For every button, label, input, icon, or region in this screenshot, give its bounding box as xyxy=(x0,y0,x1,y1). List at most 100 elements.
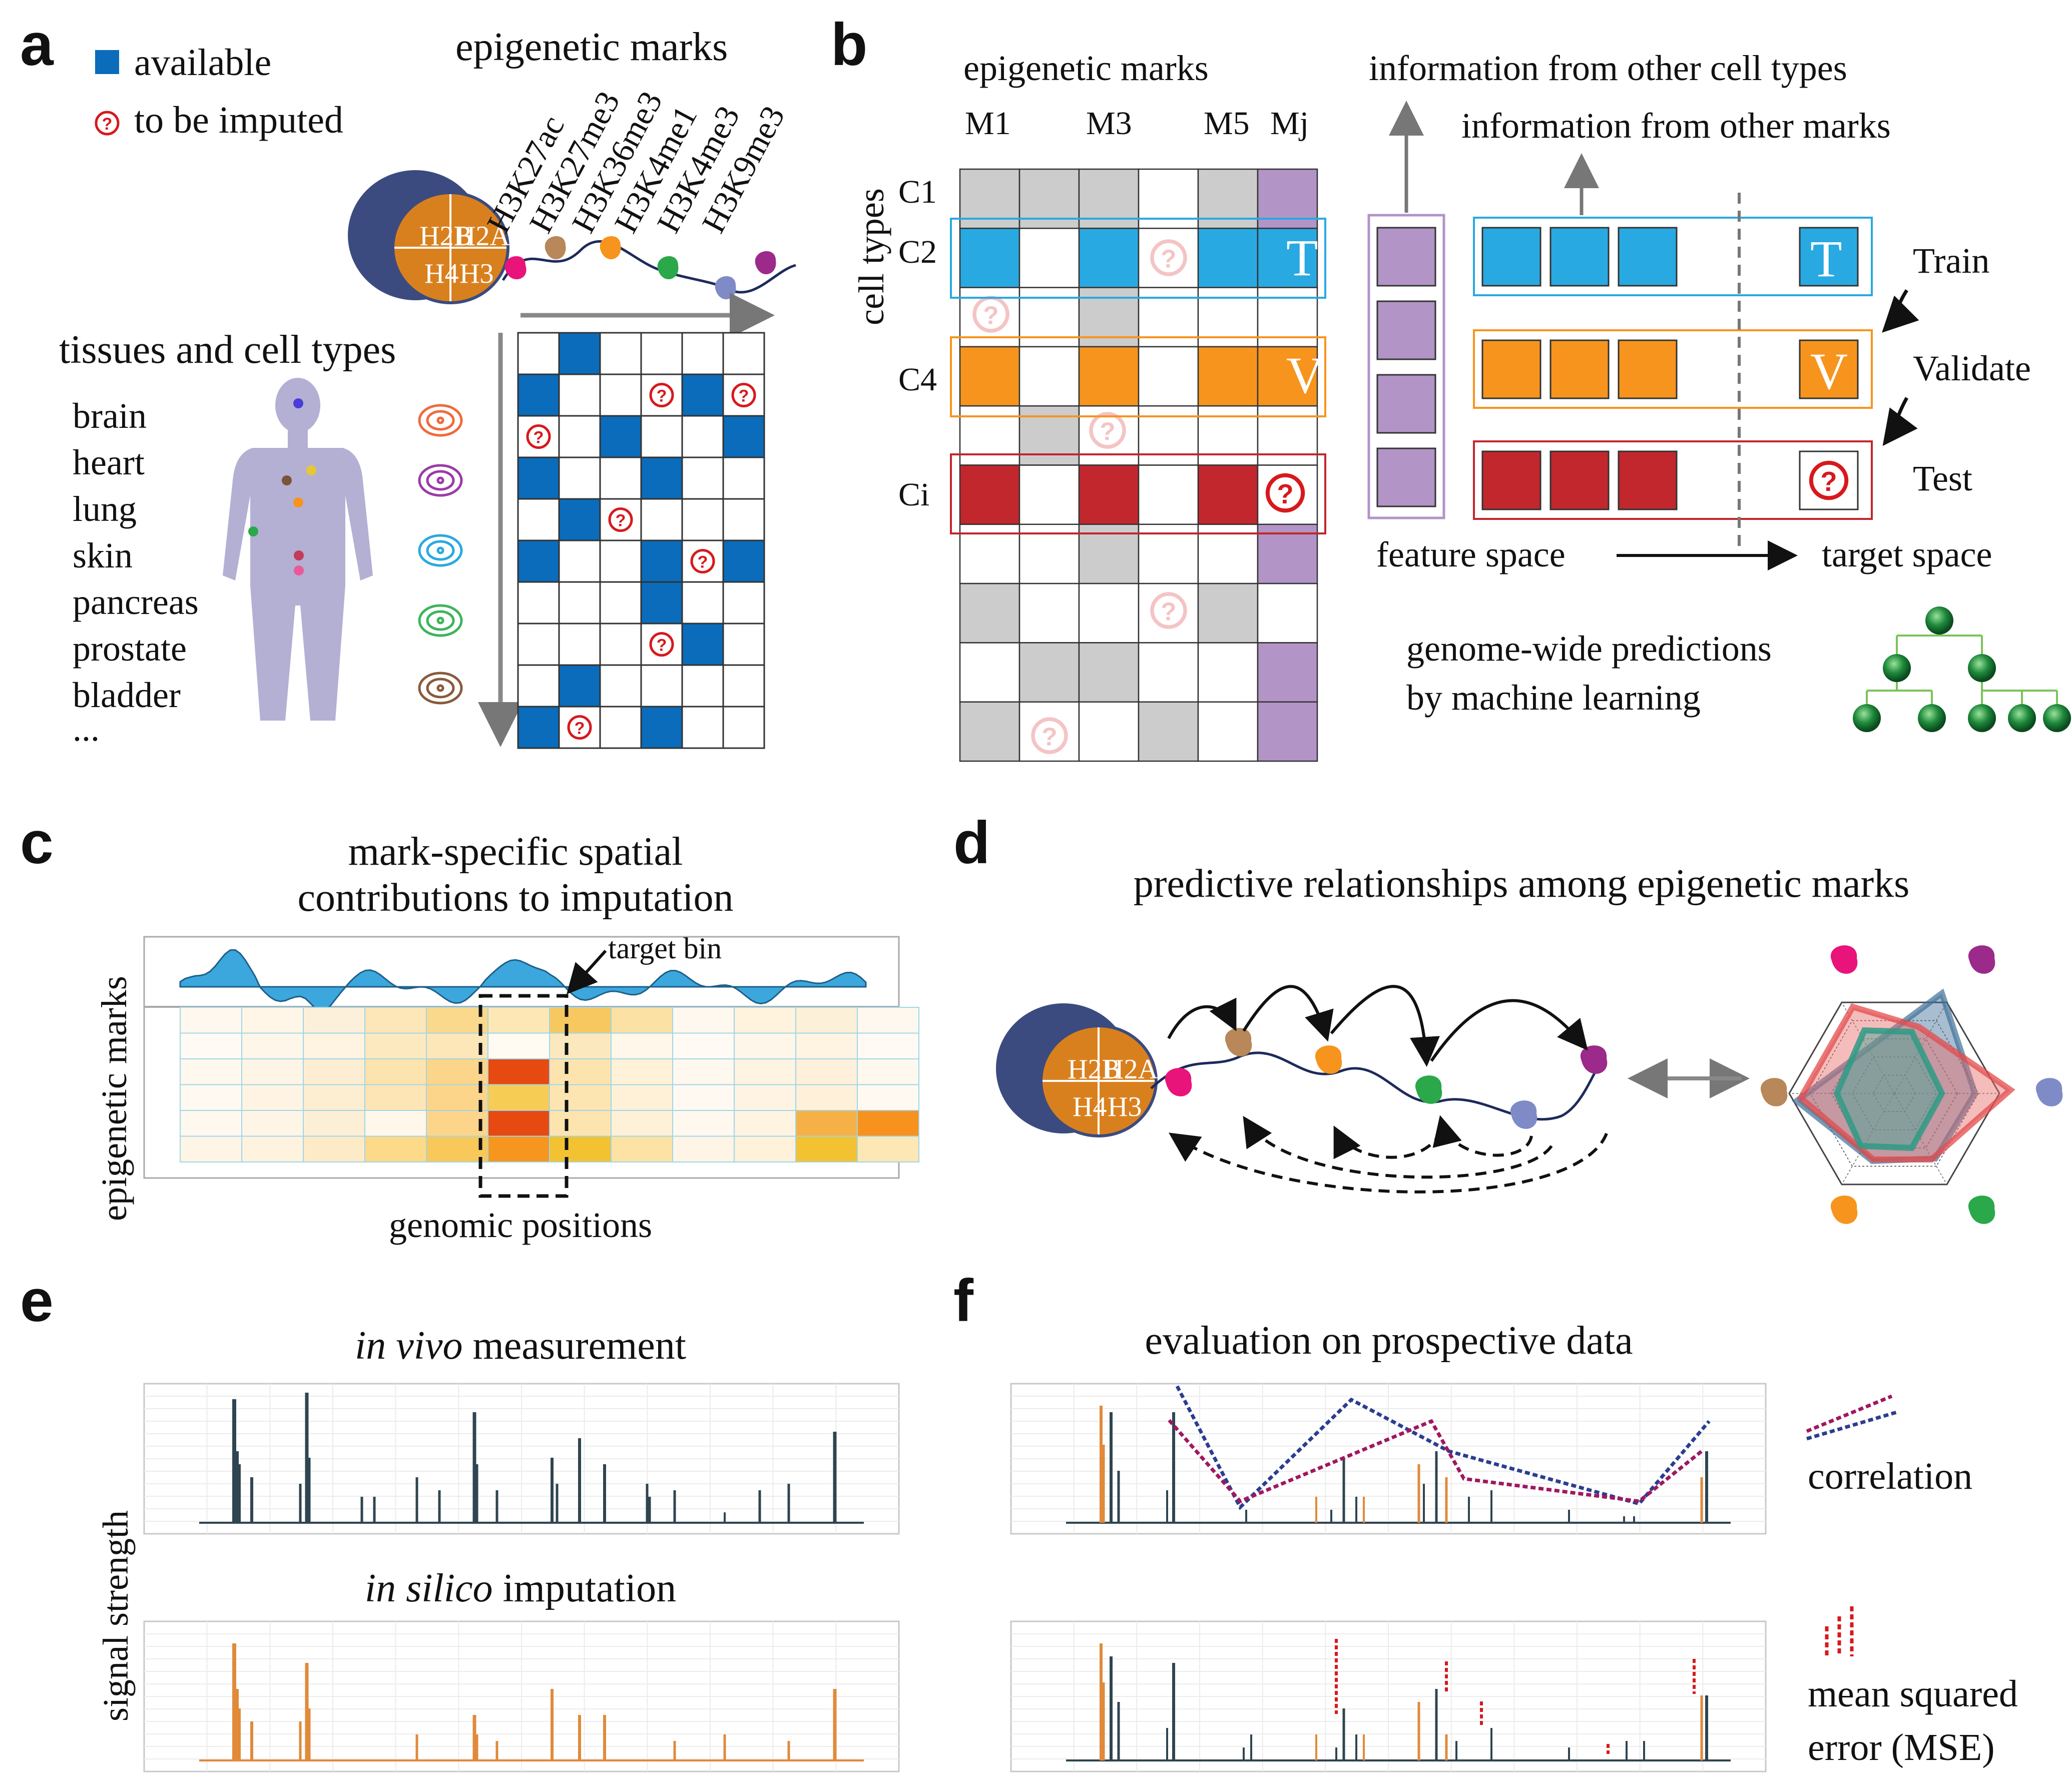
c-heatmap-cell xyxy=(241,1058,304,1085)
matrix-cell xyxy=(722,498,765,541)
matrix-cell xyxy=(681,498,724,541)
c-heatmap-cell xyxy=(303,1007,365,1034)
b-col-m3: M3 xyxy=(1086,105,1132,142)
radar-grid-spoke xyxy=(1894,1093,1947,1185)
b-matrix-cell xyxy=(959,464,1020,525)
b-col-m1: M1 xyxy=(965,105,1011,142)
b-train-label: Train xyxy=(1913,241,1989,281)
matrix-cell xyxy=(517,664,560,708)
matrix-cell xyxy=(599,706,642,749)
c-heatmap-cell xyxy=(857,1110,919,1137)
c-ylabel: epigenetic marks xyxy=(94,976,134,1221)
f-mse-label-line2: error (MSE) xyxy=(1808,1726,1995,1768)
c-heatmap-cell xyxy=(672,1084,735,1111)
c-heatmap-cell xyxy=(303,1084,365,1111)
b-matrix-validate-letter: V xyxy=(1286,347,1324,404)
b-faded-impute-icon xyxy=(1091,414,1124,447)
matrix-cell xyxy=(599,664,642,708)
b-matrix-cell xyxy=(1138,701,1199,762)
b-matrix-cell xyxy=(1257,642,1318,703)
matrix-cell xyxy=(599,456,642,500)
b-faded-impute-icon xyxy=(1152,241,1185,274)
b-matrix-cell xyxy=(1257,701,1318,762)
panel-letter-c: c xyxy=(20,809,54,876)
b-matrix-cell xyxy=(1138,464,1199,525)
tissue-prostate: prostate xyxy=(73,629,187,669)
c-heatmap-cell xyxy=(487,1135,550,1162)
b-matrix-cell xyxy=(1018,642,1080,703)
b-matrix-cell xyxy=(1257,582,1318,644)
d-radar-chart xyxy=(1760,945,2063,1224)
b-matrix xyxy=(959,168,1318,762)
tissue-icon-brain xyxy=(418,404,463,437)
b-validate-row: V xyxy=(1473,329,1873,409)
b-row-c2: C2 xyxy=(898,234,937,270)
c-heatmap-cell xyxy=(549,1135,612,1162)
d-title: predictive relationships among epigeneti… xyxy=(1134,862,1910,906)
matrix-cell xyxy=(517,456,560,500)
tissue-list: brain heart lung skin pancreas prostate … xyxy=(73,396,199,749)
c-heatmap-cell xyxy=(734,1032,796,1059)
matrix-cell xyxy=(681,373,724,417)
c-heatmap-cell xyxy=(611,1007,673,1034)
panel-b: b epigenetic marks M1 M3 M5 Mj cell type… xyxy=(831,11,2071,762)
tissue-icon-lung xyxy=(418,534,463,567)
c-heatmap-cell xyxy=(734,1007,796,1034)
matrix-cell xyxy=(681,332,724,375)
b-cell-types-label: cell types xyxy=(851,188,891,325)
legend-impute-icon xyxy=(96,112,118,134)
matrix-cell xyxy=(599,539,642,583)
matrix-cell xyxy=(681,456,724,500)
b-matrix-cell xyxy=(959,701,1020,762)
matrix-cell xyxy=(640,498,683,541)
c-heatmap-cell xyxy=(857,1032,919,1059)
c-heatmap-cell xyxy=(611,1084,673,1111)
c-heatmap-cell xyxy=(795,1110,858,1137)
matrix-impute-icon xyxy=(610,509,632,531)
b-matrix-cell xyxy=(1197,405,1259,466)
histone-h3: H3 xyxy=(459,258,493,289)
b-ml-line2: by machine learning xyxy=(1406,678,1701,718)
radar-grid-spoke xyxy=(1841,1093,1895,1185)
b-matrix-cell xyxy=(959,228,1020,288)
c-title-line1: mark-specific spatial xyxy=(348,830,683,874)
matrix-cell xyxy=(640,706,683,749)
mark-blobs xyxy=(504,236,776,300)
matrix-cell xyxy=(517,623,560,666)
histone-tail xyxy=(501,240,796,294)
panel-letter-e: e xyxy=(20,1267,54,1334)
f-correlation-label: correlation xyxy=(1808,1455,1972,1497)
c-heatmap-cell xyxy=(611,1058,673,1085)
matrix-cell xyxy=(517,332,560,375)
matrix-cell xyxy=(599,415,642,458)
tissue-icon-skin xyxy=(418,604,463,637)
e-title-silico: in silico imputation xyxy=(365,1566,676,1610)
c-heatmap-cell xyxy=(672,1058,735,1085)
b-matrix-cell xyxy=(1138,642,1199,703)
panel-letter-f: f xyxy=(953,1267,974,1334)
b-feature-space: feature space xyxy=(1376,534,1566,574)
d-histone-tail xyxy=(1150,1051,1603,1121)
d-histone-h2a: H2A xyxy=(1104,1054,1158,1085)
c-heatmap-cell xyxy=(241,1032,304,1059)
b-test-row-box xyxy=(950,453,1326,534)
c-heatmap-cell xyxy=(549,1110,612,1137)
matrix-impute-icon xyxy=(692,550,714,572)
matrix-impute-icon xyxy=(733,384,755,406)
c-heatmap-cell xyxy=(426,1084,488,1111)
b-row-ci: Ci xyxy=(898,476,929,513)
c-heatmap-cell xyxy=(180,1110,242,1137)
c-heatmap-cell xyxy=(487,1032,550,1059)
tissue-skin: skin xyxy=(73,535,133,575)
b-validate-to-test-arrow xyxy=(1882,397,1918,446)
matrix-cell xyxy=(599,581,642,625)
b-matrix-train-letter: T xyxy=(1286,229,1318,287)
c-heatmap-cell xyxy=(241,1110,304,1137)
f-mse-legend-icon xyxy=(1825,1606,1854,1656)
b-matrix-cell xyxy=(1197,346,1259,407)
b-matrix-cell xyxy=(1257,405,1318,466)
c-target-bin-box xyxy=(478,994,569,1198)
decision-tree-icon xyxy=(1853,607,2071,732)
matrix-cell xyxy=(681,581,724,625)
b-matrix-cell xyxy=(959,346,1020,407)
